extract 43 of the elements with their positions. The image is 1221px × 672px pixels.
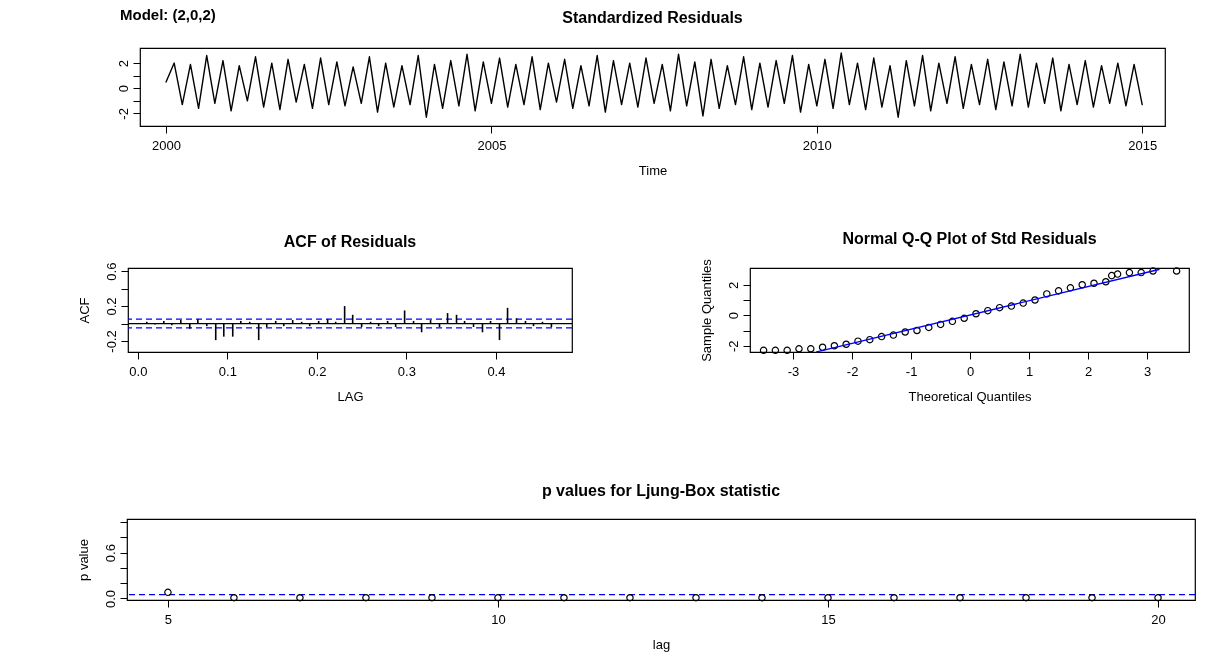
x-axis-title: Theoretical Quantiles bbox=[908, 388, 1032, 404]
x-tick-label: 0.4 bbox=[487, 363, 506, 379]
y-tick-label: 2 bbox=[115, 59, 131, 68]
x-tick-label: 2010 bbox=[802, 137, 832, 153]
y-axis-title: Sample Quantiles bbox=[698, 258, 714, 362]
x-tick-label: 3 bbox=[1143, 363, 1152, 379]
text: Model: (2,0,2) bbox=[120, 6, 216, 23]
x-axis-title: Time bbox=[638, 162, 668, 178]
x-tick-label: 2 bbox=[1084, 363, 1093, 379]
x-tick-label: 1 bbox=[1025, 363, 1034, 379]
x-tick-label: 0.2 bbox=[308, 363, 327, 379]
chart-title: p values for Ljung-Box statistic bbox=[541, 482, 781, 499]
y-tick-label: 0 bbox=[115, 85, 131, 93]
x-tick-label: 0.3 bbox=[397, 363, 416, 379]
x-tick-label: -2 bbox=[846, 363, 859, 379]
x-tick-label: 20 bbox=[1151, 611, 1166, 627]
chart-title: ACF of Residuals bbox=[283, 233, 417, 251]
y-tick-label: 0 bbox=[725, 312, 741, 320]
x-tick-label: 2000 bbox=[152, 137, 181, 153]
x-tick-label: 2005 bbox=[477, 137, 507, 153]
chart-title: Standardized Residuals bbox=[562, 9, 743, 26]
y-axis-title: ACF bbox=[76, 297, 92, 324]
y-axis-title: p value bbox=[75, 539, 91, 581]
x-tick-label: 0.1 bbox=[218, 363, 237, 379]
y-tick-label: 2 bbox=[725, 281, 741, 289]
y-tick-label: -2 bbox=[725, 340, 741, 353]
x-tick-label: 0 bbox=[966, 363, 975, 379]
x-tick-label: 15 bbox=[821, 611, 836, 627]
x-tick-label: -1 bbox=[905, 363, 918, 379]
y-tick-label: 0.6 bbox=[102, 544, 118, 563]
x-axis-title: LAG bbox=[337, 388, 364, 404]
x-tick-label: 2015 bbox=[1128, 137, 1158, 153]
x-tick-label: 10 bbox=[491, 611, 506, 627]
chart-title: Normal Q-Q Plot of Std Residuals bbox=[842, 229, 1097, 247]
y-tick-label: 0.2 bbox=[103, 297, 119, 316]
y-tick-label: 0.0 bbox=[102, 589, 118, 609]
y-tick-label: -2 bbox=[115, 108, 131, 120]
x-tick-label: 5 bbox=[164, 611, 173, 627]
x-axis-title: lag bbox=[652, 636, 671, 652]
x-tick-label: 0.0 bbox=[129, 363, 148, 379]
y-tick-label: 0.6 bbox=[103, 262, 119, 281]
y-tick-label: -0.2 bbox=[103, 330, 119, 353]
x-tick-label: -3 bbox=[787, 363, 800, 379]
